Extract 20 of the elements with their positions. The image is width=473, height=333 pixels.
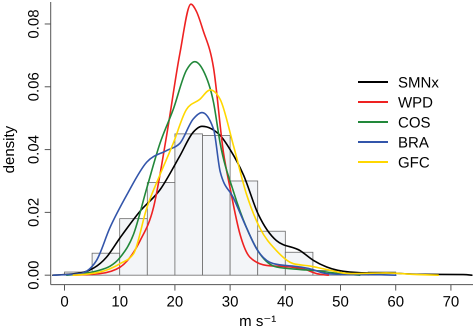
- x-tick-label: 30: [222, 294, 238, 311]
- y-tick-label: 0.02: [26, 198, 43, 227]
- x-tick-label: 10: [111, 294, 128, 311]
- x-tick-label: 40: [276, 294, 294, 311]
- x-tick-label: 70: [442, 294, 460, 311]
- x-tick-label: 50: [332, 294, 349, 311]
- x-axis-title: m s⁻¹: [239, 313, 276, 330]
- legend-label: SMNx: [398, 74, 440, 92]
- y-tick-label: 0.08: [26, 9, 43, 39]
- y-tick-label: 0.06: [26, 72, 43, 102]
- x-tick-label: 0: [60, 294, 69, 311]
- legend-label: COS: [398, 114, 431, 132]
- y-axis-title: density: [1, 125, 18, 174]
- legend-label: BRA: [398, 134, 429, 152]
- legend-label: GFC: [398, 154, 430, 172]
- x-tick-label: 60: [387, 294, 404, 311]
- legend-label: WPD: [398, 94, 434, 112]
- x-tick-label: 20: [166, 294, 184, 311]
- y-tick-label: 0.04: [26, 134, 43, 164]
- y-tick-label: 0.00: [26, 260, 43, 290]
